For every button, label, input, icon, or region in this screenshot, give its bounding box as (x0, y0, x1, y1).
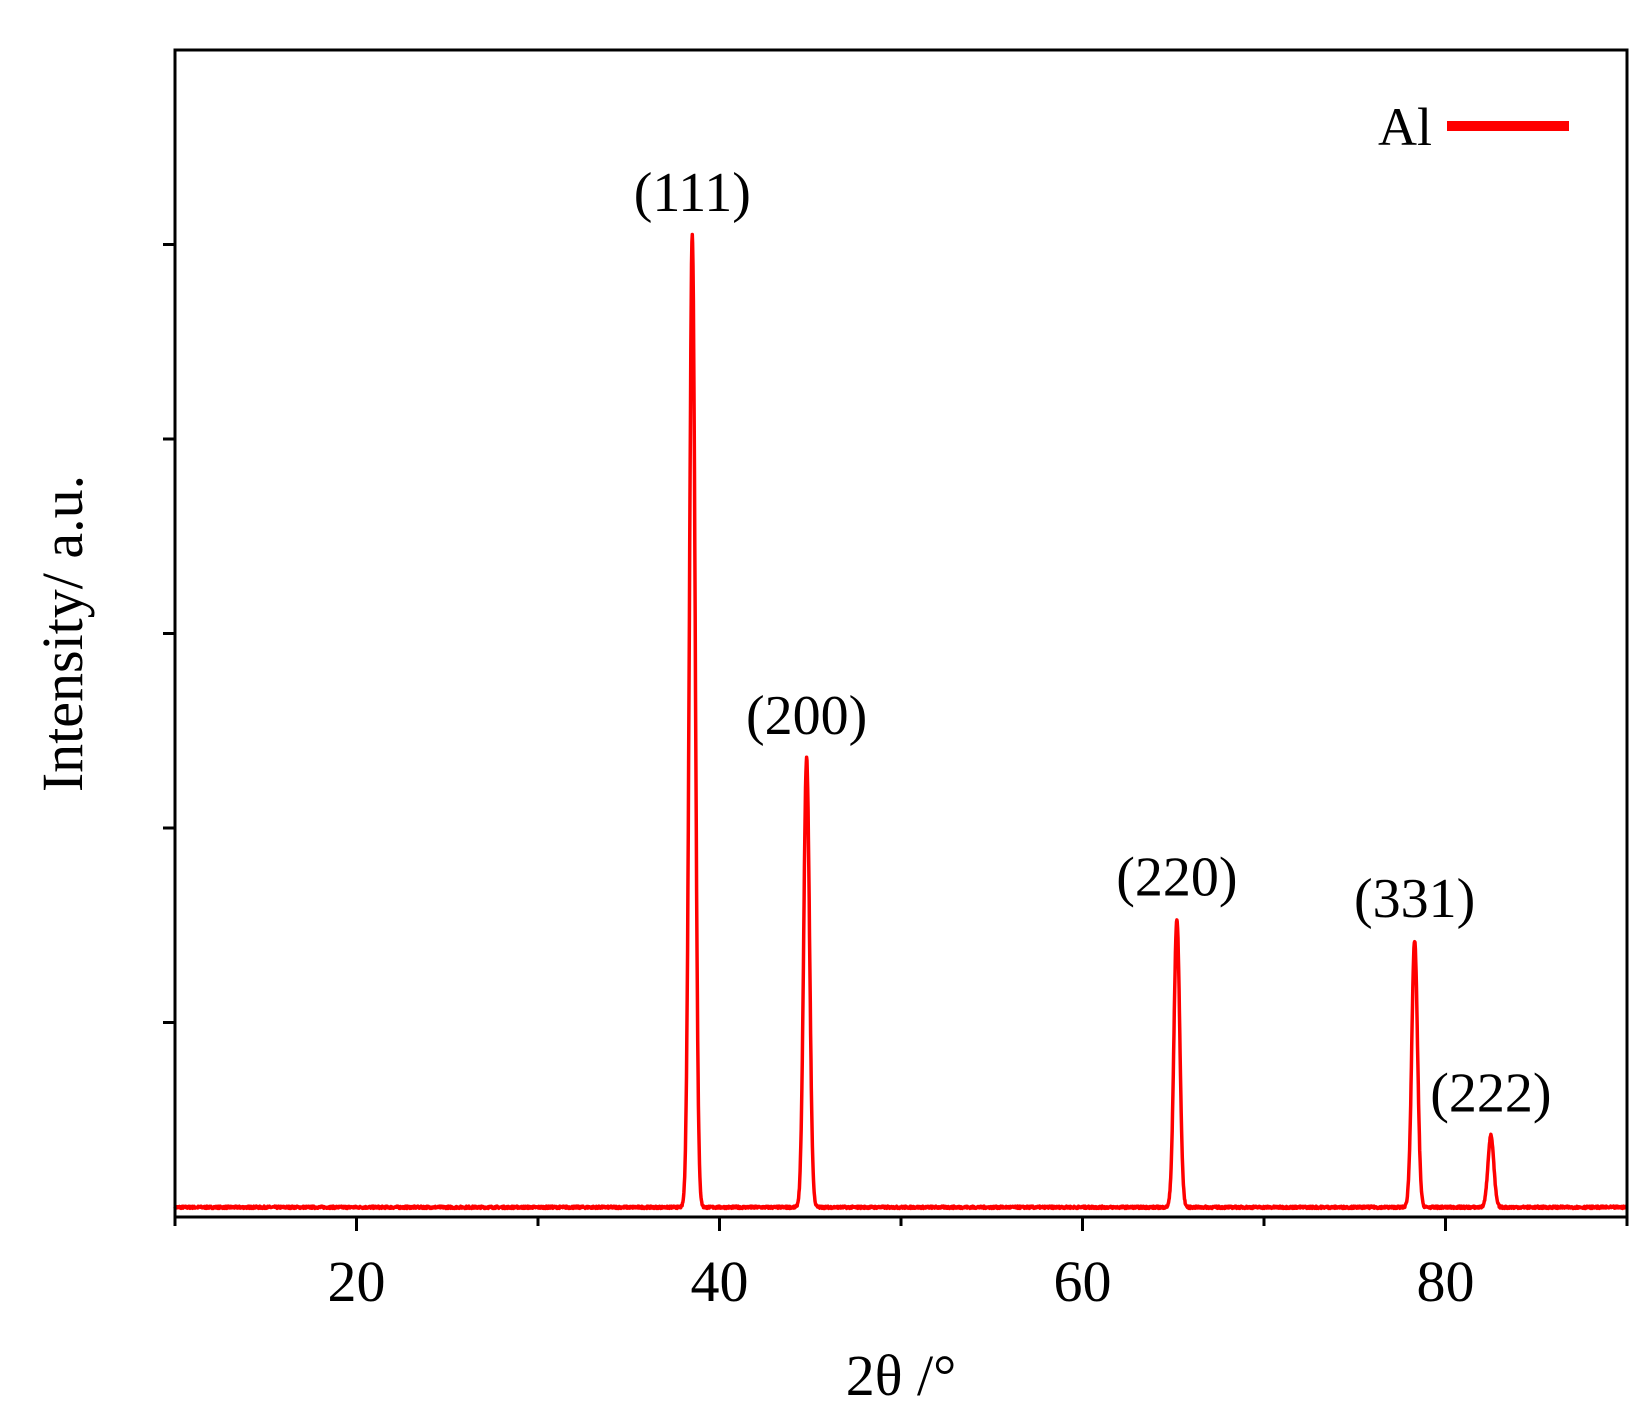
x-tick-label: 80 (1417, 1249, 1475, 1314)
x-tick-label: 60 (1054, 1249, 1112, 1314)
peak-labels: (111) (200) (220) (331) (222) (634, 162, 1552, 1125)
x-axis-label: 2θ /° (846, 1343, 957, 1408)
peak-label: (111) (634, 162, 751, 224)
peak-label: (220) (1116, 846, 1237, 908)
y-axis-ticks (163, 243, 175, 1024)
x-tick-label: 20 (328, 1249, 386, 1314)
x-tick-label: 40 (691, 1249, 749, 1314)
peak-label: (222) (1430, 1062, 1551, 1124)
plot-frame (173, 48, 1629, 1219)
series-line-al (173, 232, 1629, 1211)
x-axis-tick-labels: 20 40 60 80 (328, 1249, 1475, 1314)
peak-label: (200) (746, 685, 867, 747)
peak-label: (331) (1354, 868, 1475, 930)
y-axis-label: Intensity/ a.u. (30, 475, 95, 792)
legend-label: Al (1378, 97, 1432, 157)
x-axis-ticks (173, 1217, 1629, 1231)
